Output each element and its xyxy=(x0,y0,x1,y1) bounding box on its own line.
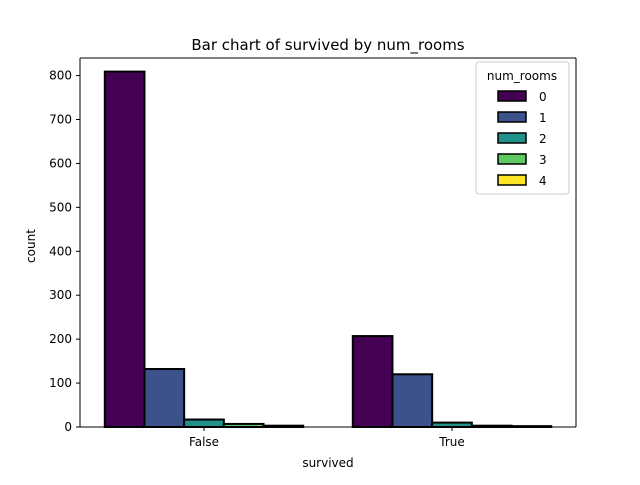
y-tick-label: 600 xyxy=(49,156,72,170)
y-tick-label: 200 xyxy=(49,332,72,346)
legend-swatch-4 xyxy=(497,174,527,186)
y-tick-label: 500 xyxy=(49,200,72,214)
legend-title: num_rooms xyxy=(487,69,557,83)
x-axis-label: survived xyxy=(302,456,353,470)
bar-false-num-rooms-2 xyxy=(183,418,225,428)
legend-swatch-2 xyxy=(497,132,527,144)
y-tick-label: 100 xyxy=(49,376,72,390)
bar-true-num-rooms-1 xyxy=(391,373,434,428)
legend-label-2: 2 xyxy=(539,132,547,146)
bar-true-num-rooms-2 xyxy=(431,421,473,429)
axes-layer: 0 100 200 300 400 500 600 700 800 False True xyxy=(49,57,577,449)
legend-label-0: 0 xyxy=(539,90,547,104)
bar-false-num-rooms-0 xyxy=(103,70,146,428)
legend-label-1: 1 xyxy=(539,111,547,125)
chart-title: Bar chart of survived by num_rooms xyxy=(191,36,464,55)
x-tick-label: False xyxy=(189,435,219,449)
legend-swatch-3 xyxy=(497,153,527,165)
y-axis-label: count xyxy=(24,229,38,263)
bar-false-num-rooms-1 xyxy=(143,368,186,428)
legend: num_rooms 0 1 2 3 4 xyxy=(475,61,570,195)
y-tick-label: 0 xyxy=(64,420,72,434)
y-tick-label: 300 xyxy=(49,288,72,302)
legend-label-3: 3 xyxy=(539,153,547,167)
legend-swatch-1 xyxy=(497,111,527,123)
legend-label-4: 4 xyxy=(539,174,547,188)
y-tick-label: 700 xyxy=(49,113,72,127)
legend-swatch-0 xyxy=(497,90,527,102)
bars-layer xyxy=(103,70,553,429)
y-tick-label: 400 xyxy=(49,244,72,258)
x-tick-label: True xyxy=(438,435,465,449)
bar-true-num-rooms-0 xyxy=(351,335,394,429)
y-tick-label: 800 xyxy=(49,69,72,83)
